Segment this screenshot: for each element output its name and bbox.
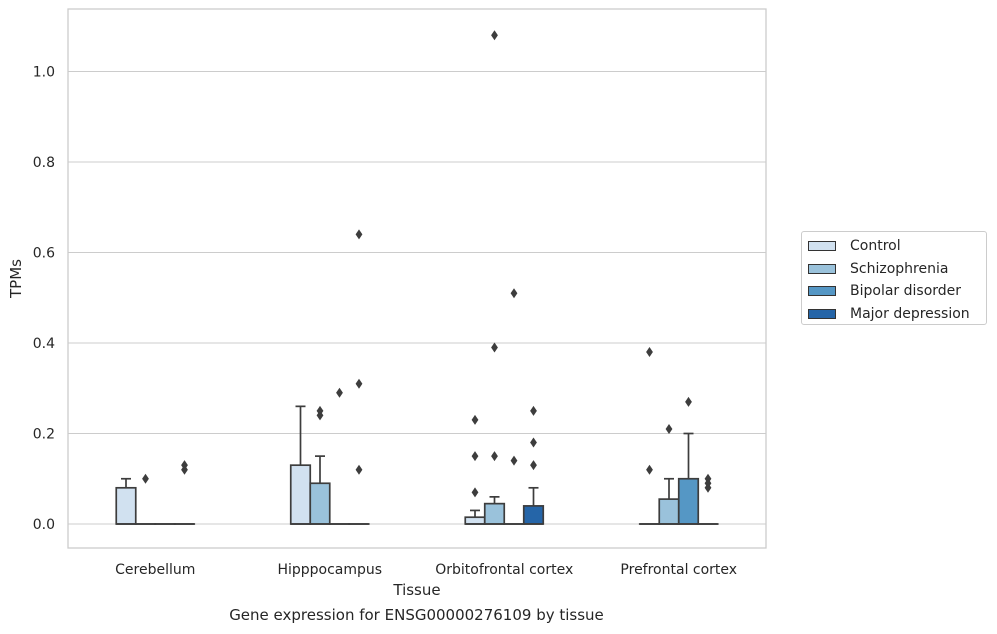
y-tick-label: 0.8	[33, 155, 55, 171]
legend-label-schizophrenia: Schizophrenia	[850, 260, 949, 277]
box-schizophrenia-hipppocampus	[309, 482, 331, 525]
legend: Control Schizophrenia Bipolar disorder M…	[801, 231, 987, 325]
legend-item-control: Control	[808, 235, 986, 258]
legend-label-control: Control	[850, 238, 901, 255]
outlier-control-prefrontal-cortex	[646, 347, 653, 358]
legend-item-bipolar-disorder: Bipolar disorder	[808, 280, 986, 303]
x-tick-label: Cerebellum	[115, 562, 195, 578]
x-tick-label: Hipppocampus	[277, 562, 382, 578]
box-control-cerebellum	[115, 486, 137, 525]
legend-label-bipolar-disorder: Bipolar disorder	[850, 283, 962, 300]
outlier-major-depression-cerebellum	[181, 460, 188, 471]
outlier-schizophrenia-prefrontal-cortex	[665, 423, 673, 434]
x-tick-label: Orbitofrontal cortex	[435, 562, 573, 578]
box-schizophrenia-orbitofrontal-cortex	[483, 502, 506, 525]
legend-item-schizophrenia: Schizophrenia	[808, 258, 986, 281]
y-tick-label: 0.2	[33, 427, 55, 443]
outlier-control-orbitofrontal-cortex	[471, 451, 479, 462]
outlier-schizophrenia-orbitofrontal-cortex	[491, 451, 498, 462]
outlier-bipolar-disorder-prefrontal-cortex	[685, 396, 692, 407]
y-tick-label: 1.0	[33, 65, 55, 81]
y-tick-label: 0.4	[33, 336, 55, 352]
outlier-control-prefrontal-cortex	[646, 464, 653, 475]
outlier-major-depression-hipppocampus	[355, 378, 363, 389]
outlier-schizophrenia-orbitofrontal-cortex	[491, 342, 498, 353]
outlier-control-orbitofrontal-cortex	[471, 487, 479, 498]
outlier-schizophrenia-cerebellum	[142, 473, 149, 484]
outlier-major-depression-orbitofrontal-cortex	[530, 460, 537, 471]
outlier-schizophrenia-orbitofrontal-cortex	[491, 30, 498, 41]
outlier-control-orbitofrontal-cortex	[471, 414, 479, 425]
legend-swatch-major-depression	[808, 308, 836, 319]
outlier-major-depression-hipppocampus	[355, 464, 363, 475]
legend-swatch-control	[808, 241, 836, 252]
box-bipolar-disorder-prefrontal-cortex	[677, 477, 700, 525]
y-tick-label: 0.0	[33, 517, 55, 533]
outlier-major-depression-prefrontal-cortex	[704, 473, 712, 484]
outlier-major-depression-hipppocampus	[355, 229, 363, 240]
box-control-orbitofrontal-cortex	[464, 516, 486, 525]
plot-frame	[67, 8, 767, 549]
y-tick-label: 0.6	[33, 246, 55, 262]
box-schizophrenia-prefrontal-cortex	[658, 498, 680, 525]
outlier-bipolar-disorder-orbitofrontal-cortex	[510, 288, 518, 299]
legend-swatch-schizophrenia	[808, 263, 836, 274]
box-control-hipppocampus	[289, 464, 312, 525]
legend-item-major-depression: Major depression	[808, 303, 986, 326]
x-axis-label: Tissue	[392, 581, 440, 599]
figure-caption: Gene expression for ENSG00000276109 by t…	[229, 606, 604, 624]
outlier-bipolar-disorder-orbitofrontal-cortex	[510, 455, 518, 466]
legend-swatch-bipolar-disorder	[808, 286, 836, 297]
legend-label-major-depression: Major depression	[850, 305, 970, 322]
box-major-depression-orbitofrontal-cortex	[522, 505, 545, 525]
outlier-schizophrenia-hipppocampus	[316, 405, 324, 416]
y-axis-label: TPMs	[7, 259, 25, 299]
outlier-major-depression-orbitofrontal-cortex	[530, 437, 537, 448]
outlier-bipolar-disorder-hipppocampus	[336, 387, 343, 398]
outlier-major-depression-orbitofrontal-cortex	[530, 405, 537, 416]
x-tick-label: Prefrontal cortex	[620, 562, 737, 578]
